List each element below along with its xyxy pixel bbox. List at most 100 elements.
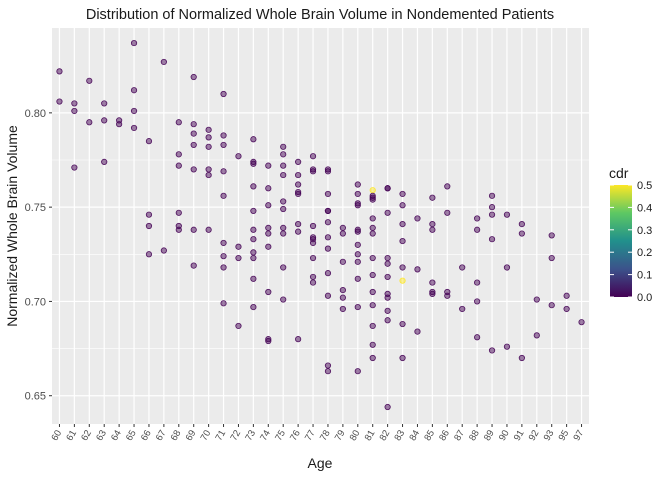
scatter-point — [235, 153, 242, 160]
scatter-point — [220, 90, 227, 98]
data-points — [56, 39, 585, 411]
scatter-point — [354, 202, 361, 209]
scatter-point — [429, 194, 436, 201]
scatter-point — [354, 181, 361, 188]
x-tick-label: 63 — [94, 428, 109, 443]
scatter-point — [175, 162, 182, 169]
scatter-point — [578, 319, 585, 326]
x-tick-label: 97 — [571, 428, 586, 443]
scatter-point — [474, 279, 481, 286]
x-tick-label: 61 — [64, 428, 79, 443]
scatter-point — [548, 232, 555, 239]
legend-ticks: 0.5 0.4 0.3 0.2 0.1 0.0 — [610, 180, 652, 304]
scatter-point — [265, 162, 272, 169]
scatter-point — [444, 209, 451, 216]
scatter-point — [324, 207, 332, 215]
y-axis-title: Normalized Whole Brain Volume — [4, 125, 20, 327]
scatter-point — [265, 288, 272, 296]
scatter-point — [250, 207, 257, 215]
scatter-point — [548, 302, 555, 309]
scatter-point — [384, 317, 391, 324]
scatter-point — [56, 98, 63, 105]
scatter-point — [220, 253, 227, 260]
scatter-point — [280, 162, 287, 169]
scatter-point — [488, 204, 496, 211]
scatter-point — [429, 290, 436, 297]
scatter-point — [101, 158, 108, 165]
x-tick-label: 86 — [437, 428, 452, 443]
scatter-point — [399, 190, 406, 198]
scatter-point — [295, 221, 302, 228]
scatter-point — [71, 107, 78, 115]
y-tick-label: 0.65 — [25, 391, 46, 403]
scatter-point — [339, 294, 346, 301]
x-tick-label: 67 — [154, 428, 169, 443]
scatter-point — [175, 209, 182, 216]
x-tick-label: 93 — [542, 428, 557, 443]
scatter-point — [563, 292, 570, 299]
scatter-point — [130, 39, 138, 47]
scatter-point — [474, 298, 481, 305]
scatter-point — [250, 303, 257, 311]
legend-label: 0.0 — [637, 292, 652, 304]
scatter-point — [86, 119, 93, 126]
scatter-point — [280, 171, 287, 179]
chart-title: Distribution of Normalized Whole Brain V… — [86, 7, 554, 23]
scatter-point — [295, 158, 302, 165]
scatter-point — [414, 215, 421, 222]
scatter-point — [369, 215, 376, 222]
scatter-point — [324, 368, 332, 375]
scatter-point — [474, 215, 481, 222]
scatter-point — [429, 221, 436, 228]
scatter-point — [414, 266, 421, 273]
scatter-point — [295, 190, 302, 198]
scatter-point — [339, 287, 346, 294]
y-axis: 0.65 0.70 0.75 0.80 — [25, 108, 52, 403]
scatter-point — [145, 222, 153, 230]
scatter-point — [309, 279, 317, 286]
scatter-point — [429, 226, 436, 233]
scatter-point — [295, 336, 302, 343]
scatter-point — [369, 196, 376, 203]
y-tick-label: 0.70 — [25, 296, 46, 308]
scatter-point — [250, 236, 257, 243]
scatter-point — [280, 224, 287, 231]
scatter-point — [399, 221, 406, 228]
scatter-point — [295, 171, 302, 179]
scatter-point — [384, 185, 391, 192]
scatter-point — [220, 239, 227, 247]
x-tick-label: 84 — [407, 428, 422, 443]
scatter-point — [86, 77, 93, 84]
scatter-point — [399, 202, 406, 209]
scatter-point — [130, 107, 138, 115]
x-tick-label: 78 — [318, 428, 333, 443]
scatter-point — [354, 241, 361, 248]
scatter-point — [190, 166, 197, 173]
x-axis: 60 61 62 63 64 65 66 67 68 69 70 71 72 73 74 75 76 77 78 79… — [49, 424, 586, 443]
scatter-point — [324, 234, 332, 241]
scatter-point — [71, 100, 78, 107]
x-tick-label: 82 — [378, 428, 393, 443]
scatter-point — [205, 226, 212, 233]
x-tick-label: 70 — [199, 428, 214, 443]
x-tick-label: 83 — [392, 428, 407, 443]
scatter-point — [220, 300, 227, 307]
x-tick-label: 65 — [124, 428, 139, 443]
scatter-point — [190, 141, 197, 149]
x-tick-label: 69 — [184, 428, 199, 443]
scatter-point — [548, 254, 555, 262]
scatter-point — [324, 168, 332, 175]
scatter-point — [71, 164, 78, 171]
scatter-point — [384, 403, 391, 411]
x-tick-label: 90 — [497, 428, 512, 443]
scatter-point — [265, 337, 272, 345]
scatter-point — [265, 243, 272, 250]
scatter-point — [250, 183, 257, 190]
legend-label: 0.2 — [637, 247, 652, 259]
scatter-point — [459, 264, 466, 271]
scatter-point — [444, 292, 451, 299]
scatter-point — [280, 230, 287, 237]
scatter-point — [488, 211, 496, 218]
scatter-point — [488, 192, 496, 199]
scatter-point — [324, 292, 332, 299]
